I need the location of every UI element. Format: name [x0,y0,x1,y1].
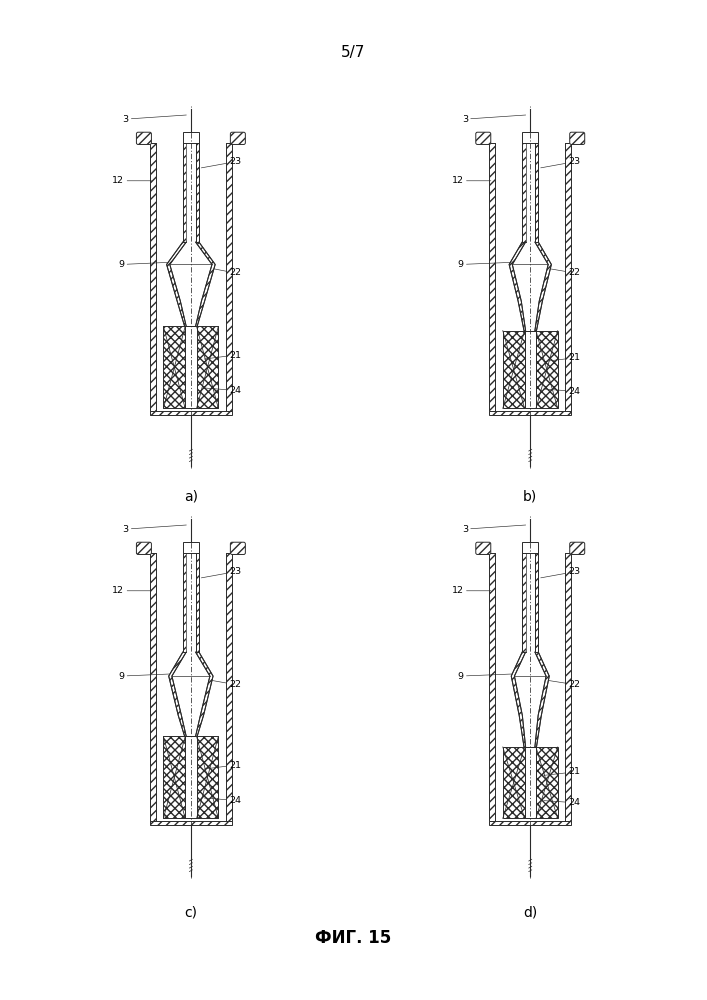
Bar [185,736,197,818]
Text: 23: 23 [201,157,241,168]
Text: 3: 3 [122,525,187,534]
Bar [489,411,571,415]
Text: 24: 24 [544,798,580,807]
FancyBboxPatch shape [230,542,245,554]
Text: c): c) [185,905,197,919]
Text: 23: 23 [541,157,580,168]
Bar [522,132,538,143]
Bar [183,132,199,143]
Bar [183,542,199,553]
FancyBboxPatch shape [136,132,151,144]
Bar [150,411,232,415]
Bar [525,747,536,818]
Text: 24: 24 [204,796,241,805]
Text: 9: 9 [118,260,168,269]
Text: 9: 9 [457,260,510,269]
Text: d): d) [523,905,537,919]
Text: 3: 3 [122,115,187,124]
Polygon shape [169,652,186,736]
Text: 22: 22 [212,680,241,689]
Bar [525,553,535,652]
Bar [565,143,571,411]
FancyBboxPatch shape [136,542,151,554]
FancyBboxPatch shape [476,132,491,144]
Bar [196,143,199,242]
Bar [489,553,496,821]
Bar [503,747,525,818]
Polygon shape [535,652,549,747]
Bar [186,553,196,652]
Polygon shape [511,652,525,747]
Bar [565,553,571,821]
Text: 9: 9 [457,672,512,681]
Text: ФИГ. 15: ФИГ. 15 [315,929,392,947]
Bar [503,331,525,408]
Bar [535,143,538,242]
Bar [197,326,218,408]
Text: b): b) [523,490,537,504]
Bar [522,553,525,652]
Text: 21: 21 [204,351,241,360]
Text: 12: 12 [112,586,151,595]
Text: 12: 12 [112,176,151,185]
Text: 3: 3 [462,115,526,124]
Text: 21: 21 [544,353,580,362]
Bar [150,553,156,821]
Text: 12: 12 [452,586,491,595]
FancyBboxPatch shape [476,542,491,554]
Text: 9: 9 [118,672,170,681]
FancyBboxPatch shape [570,542,585,554]
Text: 21: 21 [204,761,241,770]
Bar [525,143,535,242]
Bar [535,553,538,652]
Bar [489,821,571,825]
Polygon shape [509,242,525,331]
Text: 24: 24 [544,387,580,396]
Bar [522,542,538,553]
Polygon shape [167,242,186,326]
Bar [183,553,186,652]
Bar [226,143,232,411]
Polygon shape [196,652,213,736]
Text: 23: 23 [201,567,241,578]
Bar [186,143,196,242]
FancyBboxPatch shape [230,132,245,144]
Bar [163,736,185,818]
Text: 21: 21 [544,767,580,776]
Bar [183,143,186,242]
Text: 22: 22 [214,268,241,277]
FancyBboxPatch shape [570,132,585,144]
Text: 3: 3 [462,525,526,534]
Text: 22: 22 [551,268,580,277]
Bar [197,736,218,818]
Bar [185,326,197,408]
Bar [150,821,232,825]
Bar [226,553,232,821]
Text: 22: 22 [549,680,580,689]
Bar [525,331,536,408]
Bar [163,326,185,408]
Polygon shape [196,242,215,326]
Text: 5/7: 5/7 [341,45,366,60]
Bar [196,553,199,652]
Bar [536,747,558,818]
Bar [536,331,558,408]
Text: a): a) [184,490,198,504]
Text: 23: 23 [541,567,580,578]
Text: 24: 24 [204,386,241,395]
Polygon shape [535,242,551,331]
Bar [150,143,156,411]
Bar [489,143,496,411]
Bar [522,143,525,242]
Text: 12: 12 [452,176,491,185]
